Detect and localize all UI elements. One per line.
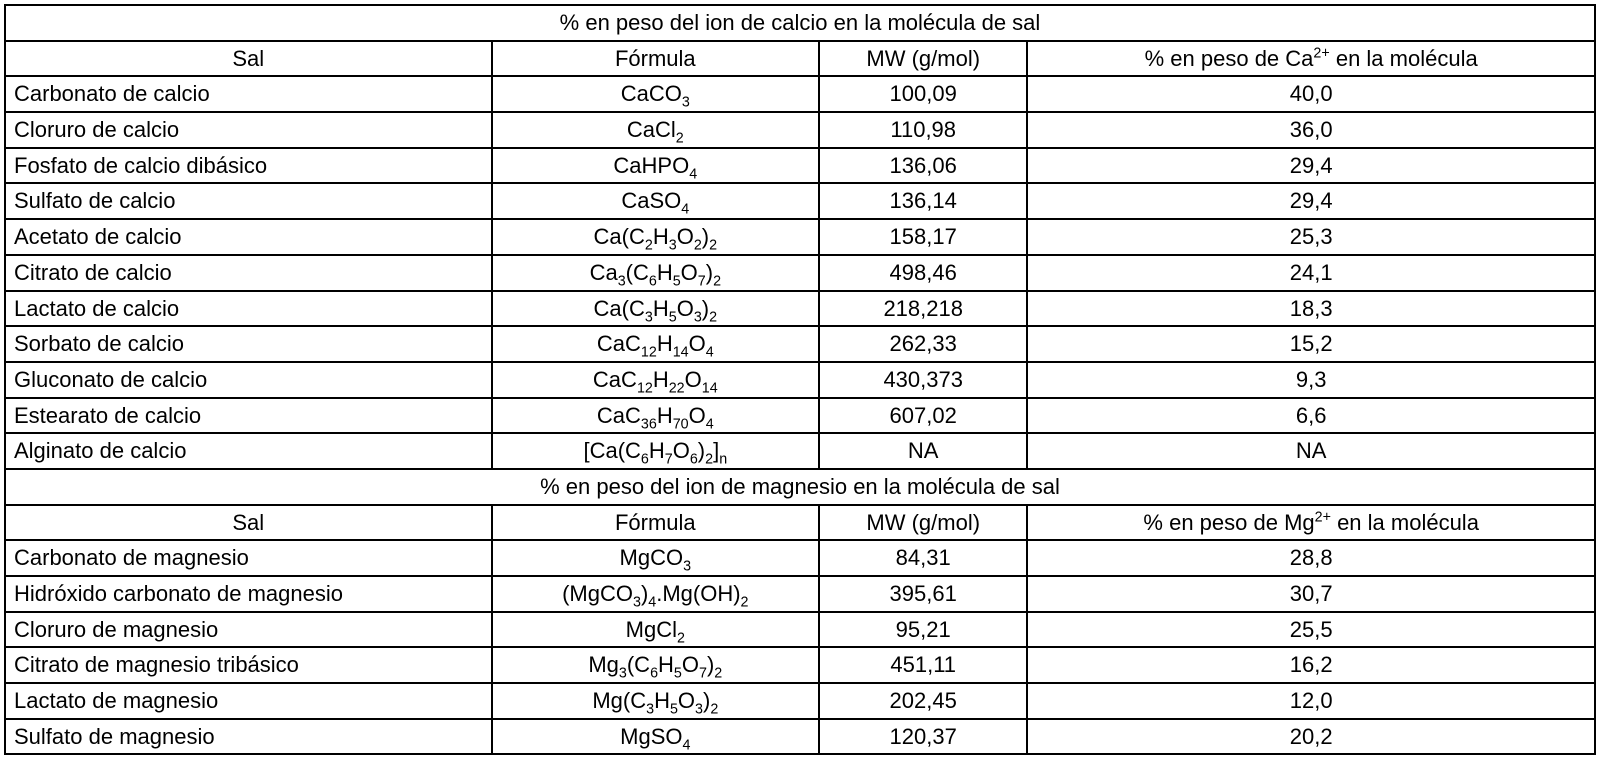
table-row: Acetato de calcioCa(C2H3O2)2158,1725,3 <box>5 219 1595 255</box>
header-formula: Fórmula <box>492 41 820 77</box>
cell-pct: 29,4 <box>1027 148 1595 184</box>
cell-formula: CaHPO4 <box>492 148 820 184</box>
cell-sal: Lactato de magnesio <box>5 683 492 719</box>
cell-pct: 24,1 <box>1027 255 1595 291</box>
section-title: % en peso del ion de magnesio en la molé… <box>5 469 1595 505</box>
table-row: Gluconato de calcioCaC12H22O14430,3739,3 <box>5 362 1595 398</box>
cell-formula: CaCl2 <box>492 112 820 148</box>
table-row: Alginato de calcio[Ca(C6H7O6)2]nNANA <box>5 433 1595 469</box>
cell-formula: Ca3(C6H5O7)2 <box>492 255 820 291</box>
cell-mw: 158,17 <box>819 219 1027 255</box>
cell-mw: 395,61 <box>819 576 1027 612</box>
cell-sal: Carbonato de magnesio <box>5 540 492 576</box>
cell-formula: Ca(C2H3O2)2 <box>492 219 820 255</box>
cell-mw: 95,21 <box>819 612 1027 648</box>
cell-formula: (MgCO3)4.Mg(OH)2 <box>492 576 820 612</box>
cell-sal: Hidróxido carbonato de magnesio <box>5 576 492 612</box>
header-pct: % en peso de Ca2+ en la molécula <box>1027 41 1595 77</box>
table-row: Fosfato de calcio dibásicoCaHPO4136,0629… <box>5 148 1595 184</box>
mg-section: % en peso del ion de magnesio en la molé… <box>5 469 1595 755</box>
cell-sal: Alginato de calcio <box>5 433 492 469</box>
cell-mw: 136,06 <box>819 148 1027 184</box>
table-row: Carbonato de calcioCaCO3100,0940,0 <box>5 76 1595 112</box>
cell-sal: Fosfato de calcio dibásico <box>5 148 492 184</box>
cell-sal: Acetato de calcio <box>5 219 492 255</box>
cell-sal: Sulfato de magnesio <box>5 719 492 755</box>
cell-formula: CaSO4 <box>492 183 820 219</box>
cell-formula: MgCO3 <box>492 540 820 576</box>
header-pct: % en peso de Mg2+ en la molécula <box>1027 505 1595 541</box>
cell-mw: 110,98 <box>819 112 1027 148</box>
header-sal: Sal <box>5 505 492 541</box>
cell-sal: Sulfato de calcio <box>5 183 492 219</box>
cell-pct: 12,0 <box>1027 683 1595 719</box>
cell-sal: Citrato de calcio <box>5 255 492 291</box>
cell-sal: Estearato de calcio <box>5 398 492 434</box>
cell-sal: Lactato de calcio <box>5 291 492 327</box>
salt-table: % en peso del ion de calcio en la molécu… <box>4 4 1596 755</box>
cell-pct: 40,0 <box>1027 76 1595 112</box>
cell-formula: MgSO4 <box>492 719 820 755</box>
cell-sal: Cloruro de magnesio <box>5 612 492 648</box>
table-row: Lactato de calcioCa(C3H5O3)2218,21818,3 <box>5 291 1595 327</box>
cell-sal: Citrato de magnesio tribásico <box>5 647 492 683</box>
cell-mw: 100,09 <box>819 76 1027 112</box>
cell-pct: 30,7 <box>1027 576 1595 612</box>
section-title: % en peso del ion de calcio en la molécu… <box>5 5 1595 41</box>
cell-formula: Ca(C3H5O3)2 <box>492 291 820 327</box>
table-row: Sorbato de calcioCaC12H14O4262,3315,2 <box>5 326 1595 362</box>
cell-formula: Mg3(C6H5O7)2 <box>492 647 820 683</box>
cell-formula: MgCl2 <box>492 612 820 648</box>
cell-pct: NA <box>1027 433 1595 469</box>
header-formula: Fórmula <box>492 505 820 541</box>
cell-pct: 6,6 <box>1027 398 1595 434</box>
cell-mw: 498,46 <box>819 255 1027 291</box>
cell-pct: 20,2 <box>1027 719 1595 755</box>
table-row: Cloruro de magnesioMgCl295,2125,5 <box>5 612 1595 648</box>
cell-sal: Gluconato de calcio <box>5 362 492 398</box>
cell-mw: 218,218 <box>819 291 1027 327</box>
cell-formula: [Ca(C6H7O6)2]n <box>492 433 820 469</box>
cell-pct: 25,5 <box>1027 612 1595 648</box>
table-row: Citrato de calcioCa3(C6H5O7)2498,4624,1 <box>5 255 1595 291</box>
cell-mw: 136,14 <box>819 183 1027 219</box>
table-row: Lactato de magnesioMg(C3H5O3)2202,4512,0 <box>5 683 1595 719</box>
cell-pct: 25,3 <box>1027 219 1595 255</box>
table-row: Carbonato de magnesioMgCO384,3128,8 <box>5 540 1595 576</box>
table-row: Cloruro de calcioCaCl2110,9836,0 <box>5 112 1595 148</box>
header-mw: MW (g/mol) <box>819 505 1027 541</box>
cell-pct: 9,3 <box>1027 362 1595 398</box>
cell-mw: NA <box>819 433 1027 469</box>
table-row: Estearato de calcioCaC36H70O4607,026,6 <box>5 398 1595 434</box>
cell-formula: CaC12H14O4 <box>492 326 820 362</box>
table-row: Citrato de magnesio tribásicoMg3(C6H5O7)… <box>5 647 1595 683</box>
table-row: Sulfato de calcioCaSO4136,1429,4 <box>5 183 1595 219</box>
cell-pct: 16,2 <box>1027 647 1595 683</box>
cell-sal: Carbonato de calcio <box>5 76 492 112</box>
cell-mw: 84,31 <box>819 540 1027 576</box>
cell-mw: 120,37 <box>819 719 1027 755</box>
cell-formula: CaCO3 <box>492 76 820 112</box>
cell-mw: 430,373 <box>819 362 1027 398</box>
header-sal: Sal <box>5 41 492 77</box>
table-row: Sulfato de magnesioMgSO4120,3720,2 <box>5 719 1595 755</box>
cell-pct: 15,2 <box>1027 326 1595 362</box>
cell-mw: 451,11 <box>819 647 1027 683</box>
table-row: Hidróxido carbonato de magnesio(MgCO3)4.… <box>5 576 1595 612</box>
cell-mw: 202,45 <box>819 683 1027 719</box>
cell-formula: CaC36H70O4 <box>492 398 820 434</box>
header-mw: MW (g/mol) <box>819 41 1027 77</box>
cell-mw: 262,33 <box>819 326 1027 362</box>
cell-pct: 36,0 <box>1027 112 1595 148</box>
cell-formula: Mg(C3H5O3)2 <box>492 683 820 719</box>
cell-sal: Sorbato de calcio <box>5 326 492 362</box>
ca-section: % en peso del ion de calcio en la molécu… <box>5 5 1595 469</box>
cell-mw: 607,02 <box>819 398 1027 434</box>
cell-pct: 28,8 <box>1027 540 1595 576</box>
cell-pct: 18,3 <box>1027 291 1595 327</box>
cell-formula: CaC12H22O14 <box>492 362 820 398</box>
cell-pct: 29,4 <box>1027 183 1595 219</box>
cell-sal: Cloruro de calcio <box>5 112 492 148</box>
